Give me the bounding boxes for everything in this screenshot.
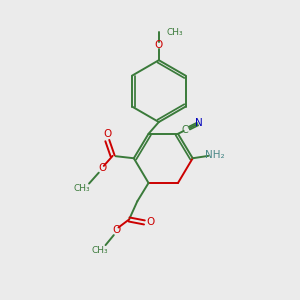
Text: O: O: [103, 129, 111, 139]
Text: CH₃: CH₃: [91, 247, 108, 256]
Text: NH₂: NH₂: [205, 150, 225, 160]
Text: O: O: [112, 225, 121, 235]
Text: CH₃: CH₃: [74, 184, 91, 193]
Text: O: O: [155, 40, 163, 50]
Text: O: O: [98, 163, 106, 173]
Text: C: C: [182, 125, 189, 135]
Text: N: N: [195, 118, 203, 128]
Text: O: O: [146, 218, 154, 227]
Text: CH₃: CH₃: [167, 28, 183, 37]
